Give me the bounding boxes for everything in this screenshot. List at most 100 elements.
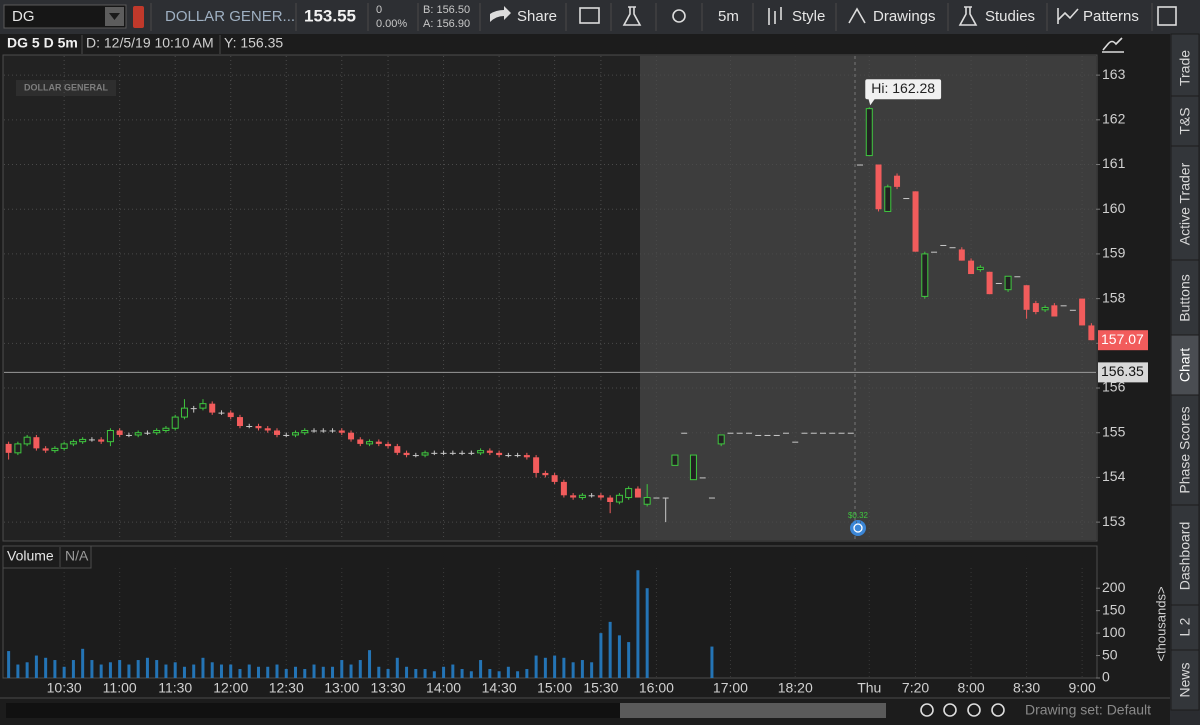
tab-label: Trade	[1177, 50, 1193, 86]
candle-body	[431, 452, 438, 454]
candle-body	[884, 186, 892, 212]
candle-body	[838, 432, 845, 434]
x-tick-label: 9:00	[1068, 680, 1095, 696]
tab[interactable]	[1170, 394, 1200, 506]
tab-label: Buttons	[1177, 274, 1193, 321]
candle-body	[338, 430, 345, 433]
volume-bar	[506, 666, 510, 678]
candle-body	[829, 432, 836, 434]
high-label-box	[865, 79, 942, 100]
zoom-in-icon[interactable]	[943, 703, 957, 717]
candle-body	[727, 432, 734, 434]
candle-body	[236, 417, 243, 427]
volume-bar	[99, 664, 103, 678]
volume-bar	[312, 664, 316, 678]
style-button[interactable]: Style	[768, 7, 825, 25]
volume-bar	[534, 655, 538, 678]
change-pct: 0.00%	[376, 18, 407, 30]
ask: A: 156.90	[423, 18, 470, 30]
candle-body	[311, 430, 318, 432]
tab[interactable]	[1170, 33, 1200, 97]
flask-icon[interactable]	[622, 6, 642, 26]
candle-body	[634, 488, 641, 498]
candle-body	[810, 432, 817, 434]
candle-body	[912, 191, 919, 252]
candle-body	[865, 108, 873, 157]
candle-body	[801, 432, 808, 434]
volume-header	[2, 545, 92, 569]
drawing-set[interactable]: Drawing set: Default	[1025, 702, 1151, 718]
candle-body	[681, 432, 688, 434]
menu-icon[interactable]	[1157, 6, 1177, 26]
candle-body	[875, 164, 882, 210]
candle-body	[162, 427, 170, 431]
last-price: 153.55	[304, 6, 356, 25]
share-button[interactable]: Share	[490, 6, 557, 25]
flag-icon[interactable]	[579, 7, 600, 24]
drawings-button[interactable]: Drawings	[848, 7, 936, 25]
candle-body	[218, 412, 225, 414]
studies-button[interactable]: Studies	[958, 6, 1035, 26]
timeframe[interactable]: 5m	[718, 8, 739, 25]
tab[interactable]	[1170, 259, 1200, 336]
volume-bar	[340, 660, 344, 678]
candle-body	[180, 407, 188, 418]
candle-body	[857, 164, 864, 166]
candle-body	[116, 430, 123, 435]
candle-body	[940, 244, 947, 246]
volume-bar	[284, 669, 288, 678]
candle-body	[496, 452, 503, 456]
tab[interactable]	[1170, 504, 1200, 606]
volume-bar	[516, 671, 520, 678]
dividend-icon-mark	[853, 523, 863, 533]
candle-body	[514, 455, 521, 457]
style-icon	[768, 7, 782, 25]
patterns-label: Patterns	[1083, 8, 1139, 25]
share-icon	[490, 6, 511, 22]
zoom-icon[interactable]	[920, 703, 934, 717]
candle-body	[662, 497, 669, 499]
y-tick-label: 200	[1102, 579, 1126, 595]
candle-body	[449, 452, 456, 454]
symbol-box[interactable]	[3, 4, 127, 29]
x-tick-label: 13:30	[371, 680, 406, 696]
scrollbar-thumb[interactable]	[620, 703, 886, 718]
link-color[interactable]	[133, 6, 144, 28]
gear-icon[interactable]	[672, 9, 686, 23]
volume-bar	[219, 664, 223, 678]
volume-bar	[599, 633, 603, 678]
chart-settings-icon[interactable]	[1102, 37, 1124, 53]
zoom-controls	[920, 703, 1005, 717]
candle-body	[264, 428, 271, 431]
volume-bar	[321, 666, 325, 678]
candle-body	[69, 441, 77, 445]
y-tick-label: 153	[1102, 513, 1126, 529]
volume-bar	[423, 669, 427, 678]
y-tick-label: 154	[1102, 468, 1126, 484]
zoom-out-icon[interactable]	[967, 703, 981, 717]
volume-bar	[488, 669, 492, 678]
volume-bar	[62, 666, 66, 678]
dividend-icon[interactable]	[850, 520, 866, 536]
tab[interactable]	[1170, 649, 1200, 711]
candle-body	[5, 443, 12, 453]
candle-body	[440, 452, 447, 454]
patterns-button[interactable]: Patterns	[1057, 8, 1139, 25]
candle-body	[134, 432, 142, 436]
volume-subtitle: N/A	[65, 548, 89, 564]
x-tick-label: 15:00	[537, 680, 572, 696]
y-tick-label: 158	[1102, 289, 1126, 305]
volume-bar	[710, 646, 714, 678]
candle-body	[588, 495, 595, 497]
pan-icon[interactable]	[991, 703, 1005, 717]
candle-body	[14, 443, 22, 454]
volume-bar	[627, 642, 631, 678]
tab[interactable]	[1170, 145, 1200, 261]
tab-label: Dashboard	[1177, 522, 1193, 591]
volume-pane	[2, 545, 1098, 679]
candle-body	[958, 249, 965, 261]
tab[interactable]	[1170, 604, 1200, 651]
candle-body	[23, 436, 31, 445]
volume-bar	[173, 662, 177, 678]
candle-body	[764, 434, 771, 436]
